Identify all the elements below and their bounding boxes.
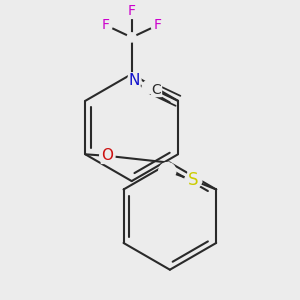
Text: F: F xyxy=(102,18,110,32)
Circle shape xyxy=(127,33,136,42)
Circle shape xyxy=(151,18,164,32)
Text: F: F xyxy=(154,18,162,32)
Circle shape xyxy=(99,18,112,32)
Circle shape xyxy=(100,148,115,164)
Text: O: O xyxy=(101,148,113,163)
Text: F: F xyxy=(128,4,136,18)
Text: S: S xyxy=(188,171,199,189)
Circle shape xyxy=(159,163,176,180)
Text: C: C xyxy=(152,82,161,97)
Circle shape xyxy=(142,80,156,94)
Circle shape xyxy=(125,5,138,18)
Text: N: N xyxy=(129,73,140,88)
Circle shape xyxy=(185,172,202,189)
Circle shape xyxy=(128,74,141,87)
